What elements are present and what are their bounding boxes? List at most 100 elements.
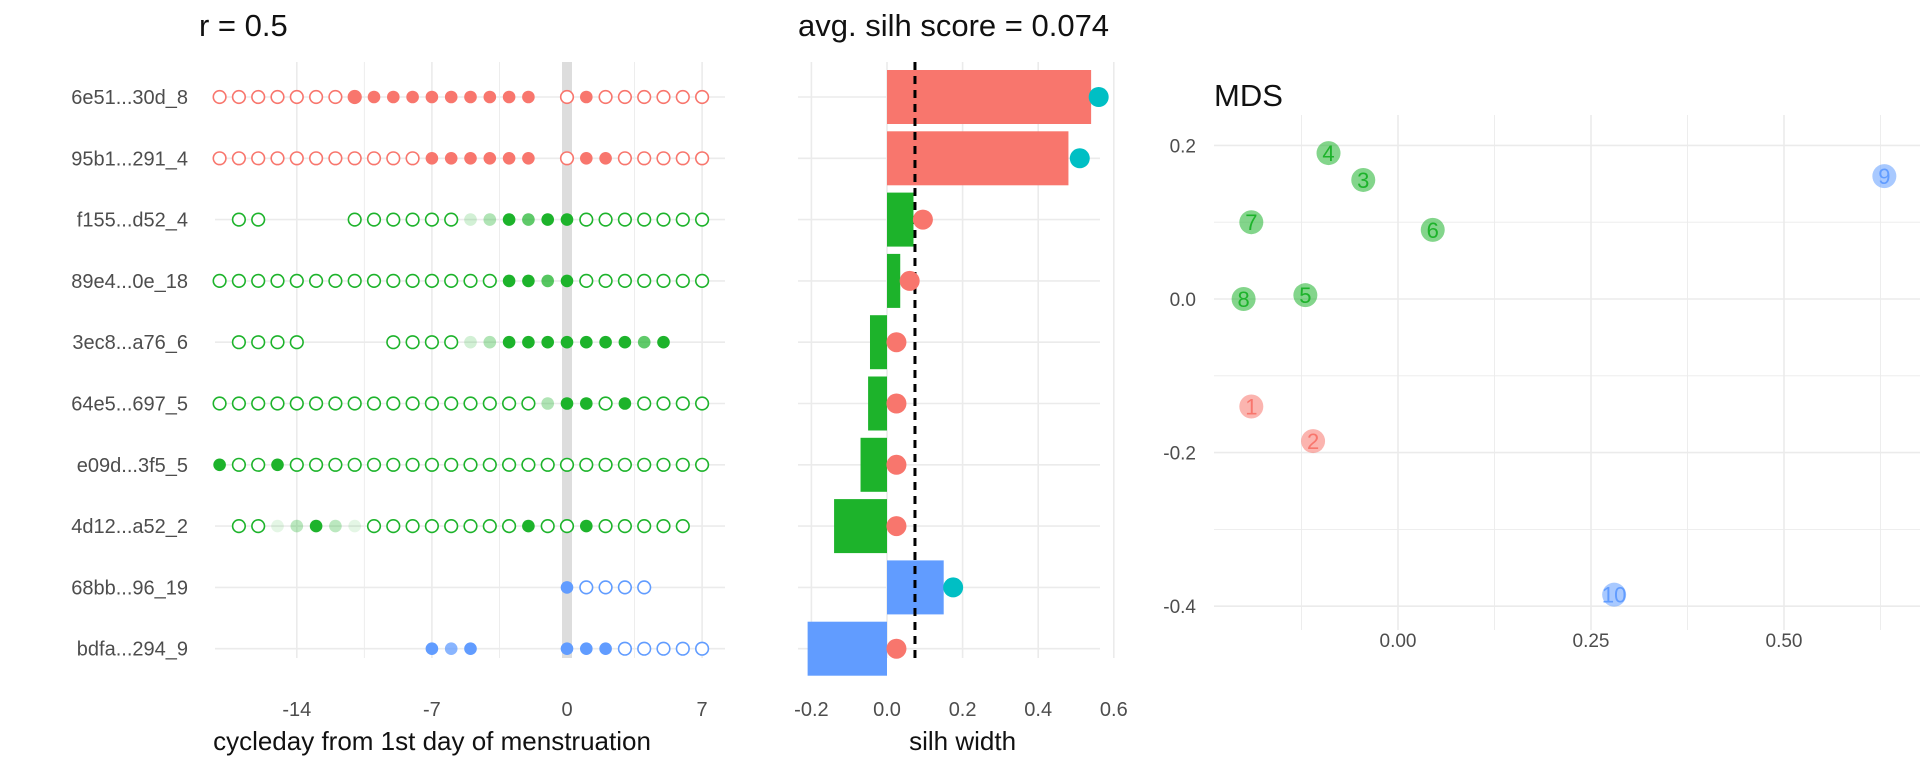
open-dot [502,457,517,472]
open-dot [656,151,671,166]
open-dot [694,273,710,289]
mds-point-label: 4 [1322,141,1334,166]
filled-dot [425,90,439,104]
filled-dot [618,335,632,349]
open-dot [405,151,420,166]
open-dot [617,273,633,289]
filled-dot [444,90,458,104]
open-dot [386,151,401,166]
open-dot [309,89,324,105]
faded-dot [522,213,535,226]
open-dot [251,335,266,350]
open-dot [251,457,266,472]
silhouette-bar [887,253,901,308]
row-label: f155...d52_4 [77,210,188,232]
open-dot [694,212,710,227]
filled-dot [560,213,574,226]
y-tick-label: 0.2 [1170,136,1196,157]
silhouette-bar [860,437,887,492]
open-dot [598,457,613,472]
mds-point-label: 5 [1299,283,1311,308]
open-dot [579,457,594,472]
open-dot [444,335,459,350]
open-dot [231,518,246,534]
open-dot [656,212,671,227]
x-tick-label: 0.4 [1024,699,1052,721]
open-dot [328,396,343,411]
open-dot [617,212,633,227]
open-dot [444,518,459,534]
filled-dot [309,519,323,533]
open-dot [675,89,690,105]
open-dot [521,396,536,411]
faded-dot [444,642,458,655]
mds-point-label: 10 [1602,583,1626,608]
open-dot [424,457,440,472]
open-dot [617,89,633,105]
open-dot [386,396,401,411]
open-dot [270,273,285,289]
open-dot [366,457,382,472]
mds-point [1301,429,1326,454]
mds-point [1351,167,1376,192]
open-dot [675,212,690,227]
filled-dot [425,152,439,165]
open-dot [463,518,478,534]
filled-dot [541,213,554,226]
open-dot [694,641,710,656]
open-dot [637,457,652,472]
open-dot [309,151,324,166]
open-dot [598,273,613,289]
open-dot [405,335,420,350]
mds-point [1239,394,1264,419]
silhouette-bar [887,70,1092,124]
filled-dot [580,90,593,104]
mds-point-label: 7 [1245,210,1257,235]
open-dot [309,396,324,411]
open-dot [637,212,652,227]
open-dot [424,518,440,534]
open-dot [502,396,517,411]
open-dot [231,457,246,472]
filled-dot [618,397,632,410]
open-dot [270,89,285,105]
row-label: 6e51...30d_8 [71,87,188,109]
neighbor-point [943,577,964,598]
open-dot [637,396,652,411]
filled-dot [522,335,535,349]
filled-dot [522,152,535,165]
open-dot [540,457,555,472]
open-dot [328,89,343,105]
row-label: 68bb...96_19 [71,577,188,599]
neighbor-point [886,332,907,353]
open-dot [405,457,420,472]
open-dot [424,273,440,289]
open-dot [328,273,343,289]
open-dot [405,518,420,534]
open-dot [656,457,671,472]
open-dot [675,151,690,166]
open-dot [251,151,266,166]
open-dot [405,212,420,227]
left-panel-title: r = 0.5 [199,8,288,43]
filled-dot [580,335,593,349]
filled-dot [560,335,574,349]
faded-dot [329,519,342,533]
open-dot [482,457,497,472]
open-dot [656,396,671,411]
filled-dot [464,642,477,655]
open-dot [598,518,613,534]
open-dot [444,273,459,289]
open-dot [656,89,671,105]
open-dot [289,396,304,411]
open-dot [656,273,671,289]
mds-point [1602,582,1627,607]
mds-point [1420,217,1445,242]
y-tick-label: 0.0 [1170,290,1196,311]
open-dot [482,518,497,534]
filled-dot [502,213,516,226]
open-dot [212,396,227,411]
silhouette-bar [868,376,887,431]
open-dot [231,151,246,166]
open-dot [212,89,227,105]
